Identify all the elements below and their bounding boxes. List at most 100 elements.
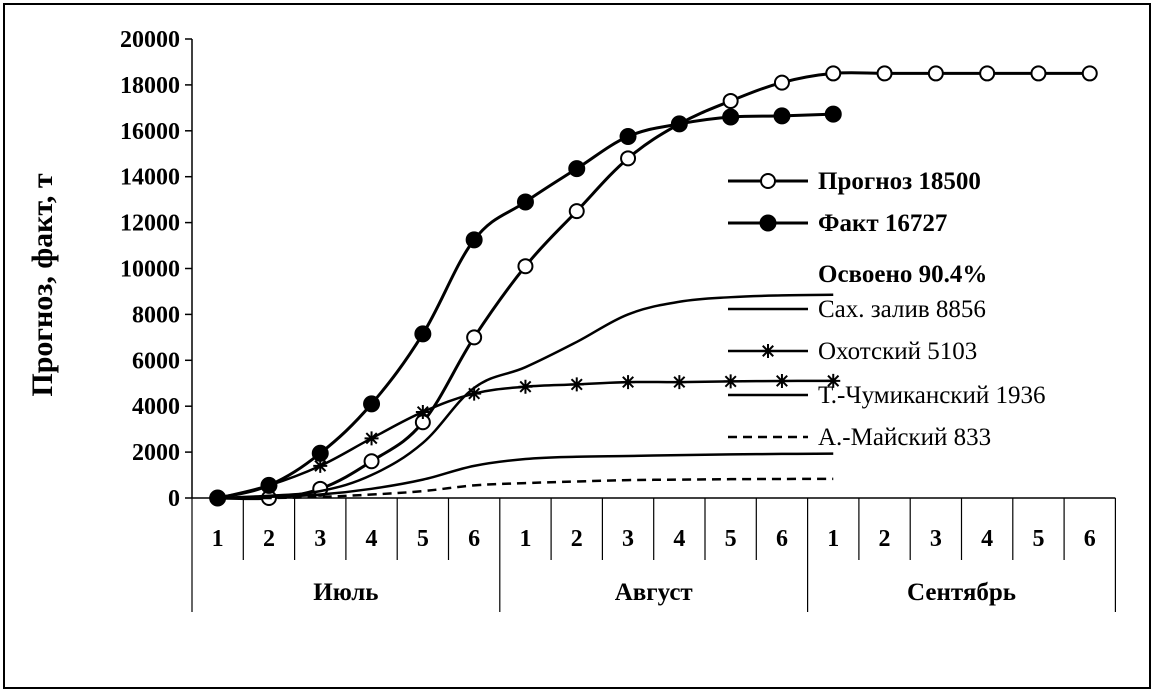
data-point	[824, 105, 842, 123]
x-tick-label: 2	[879, 526, 891, 552]
data-point	[876, 65, 893, 82]
data-point	[979, 65, 996, 82]
legend-item: Факт 16727	[728, 210, 947, 237]
data-point	[1081, 65, 1098, 82]
data-point	[465, 231, 483, 249]
x-tick-label: 1	[519, 526, 531, 552]
y-tick-label: 20000	[120, 27, 180, 53]
series-5	[217, 452, 834, 500]
legend-label: А.-Майский 833	[818, 424, 991, 451]
series-3	[217, 293, 834, 500]
y-tick-label: 16000	[120, 119, 180, 145]
data-point	[466, 329, 483, 346]
data-point	[568, 160, 586, 178]
chart-frame	[3, 3, 1151, 689]
x-tick-label: 4	[673, 526, 685, 552]
month-label: Июль	[313, 579, 378, 606]
data-point	[363, 395, 381, 413]
data-point	[672, 375, 687, 390]
legend-label: Сах. залив 8856	[818, 296, 986, 323]
legend-item: Сах. залив 8856	[728, 296, 986, 323]
legend-label: Т.-Чумиканский 1936	[818, 382, 1045, 409]
data-point	[620, 150, 637, 167]
series-line	[217, 477, 834, 500]
series-2	[209, 105, 842, 507]
legend-item: Охотский 5103	[728, 338, 977, 365]
data-point	[261, 478, 276, 493]
legend-label: Прогноз 18500	[818, 168, 981, 195]
data-point	[761, 344, 775, 358]
data-point	[773, 74, 790, 91]
x-tick-label: 2	[571, 526, 583, 552]
data-point	[569, 377, 584, 392]
series-layer	[209, 65, 1098, 507]
legend-label: Факт 16727	[818, 210, 947, 237]
data-point	[568, 203, 585, 220]
x-tick-label: 2	[263, 526, 275, 552]
y-tick-label: 12000	[120, 211, 180, 237]
data-point	[363, 453, 380, 470]
y-tick-label: 6000	[132, 348, 180, 374]
y-axis-label: Прогноз, факт, т	[26, 173, 59, 397]
legend-label: Охотский 5103	[818, 338, 977, 365]
series-6	[217, 477, 834, 500]
data-point	[414, 325, 432, 343]
x-tick-label: 1	[827, 526, 839, 552]
data-point	[516, 193, 534, 211]
legend: Прогноз 18500 Факт 16727 Сах. залив 8856 Ох…	[728, 168, 1045, 451]
data-point	[313, 458, 328, 473]
y-tick-label: 2000	[132, 440, 180, 466]
data-point	[1030, 65, 1047, 82]
data-point	[826, 373, 841, 388]
x-tick-label: 6	[1084, 526, 1096, 552]
data-point	[518, 379, 533, 394]
data-point	[773, 107, 791, 125]
data-point	[927, 65, 944, 82]
x-tick-label: 6	[776, 526, 788, 552]
legend-item: А.-Майский 833	[728, 424, 991, 451]
data-point	[619, 128, 637, 146]
data-point	[722, 92, 739, 109]
series-line	[217, 452, 834, 500]
x-tick-label: 5	[1032, 526, 1044, 552]
data-point	[364, 431, 379, 446]
x-tick-label: 3	[930, 526, 942, 552]
legend-item: Прогноз 18500	[728, 168, 981, 195]
y-tick-label: 14000	[120, 165, 180, 191]
series-4	[210, 373, 841, 505]
data-point	[774, 373, 789, 388]
legend-item: Т.-Чумиканский 1936	[728, 382, 1045, 409]
data-point	[415, 404, 430, 419]
data-point	[311, 444, 329, 462]
x-tick-label: 6	[468, 526, 480, 552]
y-tick-label: 0	[168, 486, 180, 512]
y-tick-label: 8000	[132, 302, 180, 328]
month-label: Август	[615, 579, 693, 606]
data-point	[670, 115, 688, 133]
x-tick-label: 4	[981, 526, 993, 552]
data-point	[722, 108, 740, 126]
data-point	[467, 386, 482, 401]
data-point	[723, 374, 738, 389]
y-tick-label: 4000	[132, 394, 180, 420]
data-point	[759, 214, 777, 232]
x-tick-label: 5	[417, 526, 429, 552]
x-tick-label: 3	[314, 526, 326, 552]
data-point	[621, 375, 636, 390]
legend-note: Освоено 90.4%	[818, 261, 987, 288]
series-line	[217, 379, 834, 500]
month-label: Сентябрь	[907, 579, 1016, 606]
data-point	[825, 65, 842, 82]
data-point	[517, 258, 534, 275]
data-point	[760, 173, 776, 189]
y-tick-label: 10000	[120, 257, 180, 283]
series-line	[217, 112, 834, 500]
x-tick-label: 3	[622, 526, 634, 552]
x-tick-label: 5	[725, 526, 737, 552]
x-tick-label: 4	[366, 526, 378, 552]
x-tick-label: 1	[212, 526, 224, 552]
y-tick-label: 18000	[120, 73, 180, 99]
series-line	[217, 293, 834, 500]
axes-group: 0 2000 4000 6000 8000 10000 12000 14000 16000 180…	[120, 27, 1117, 612]
